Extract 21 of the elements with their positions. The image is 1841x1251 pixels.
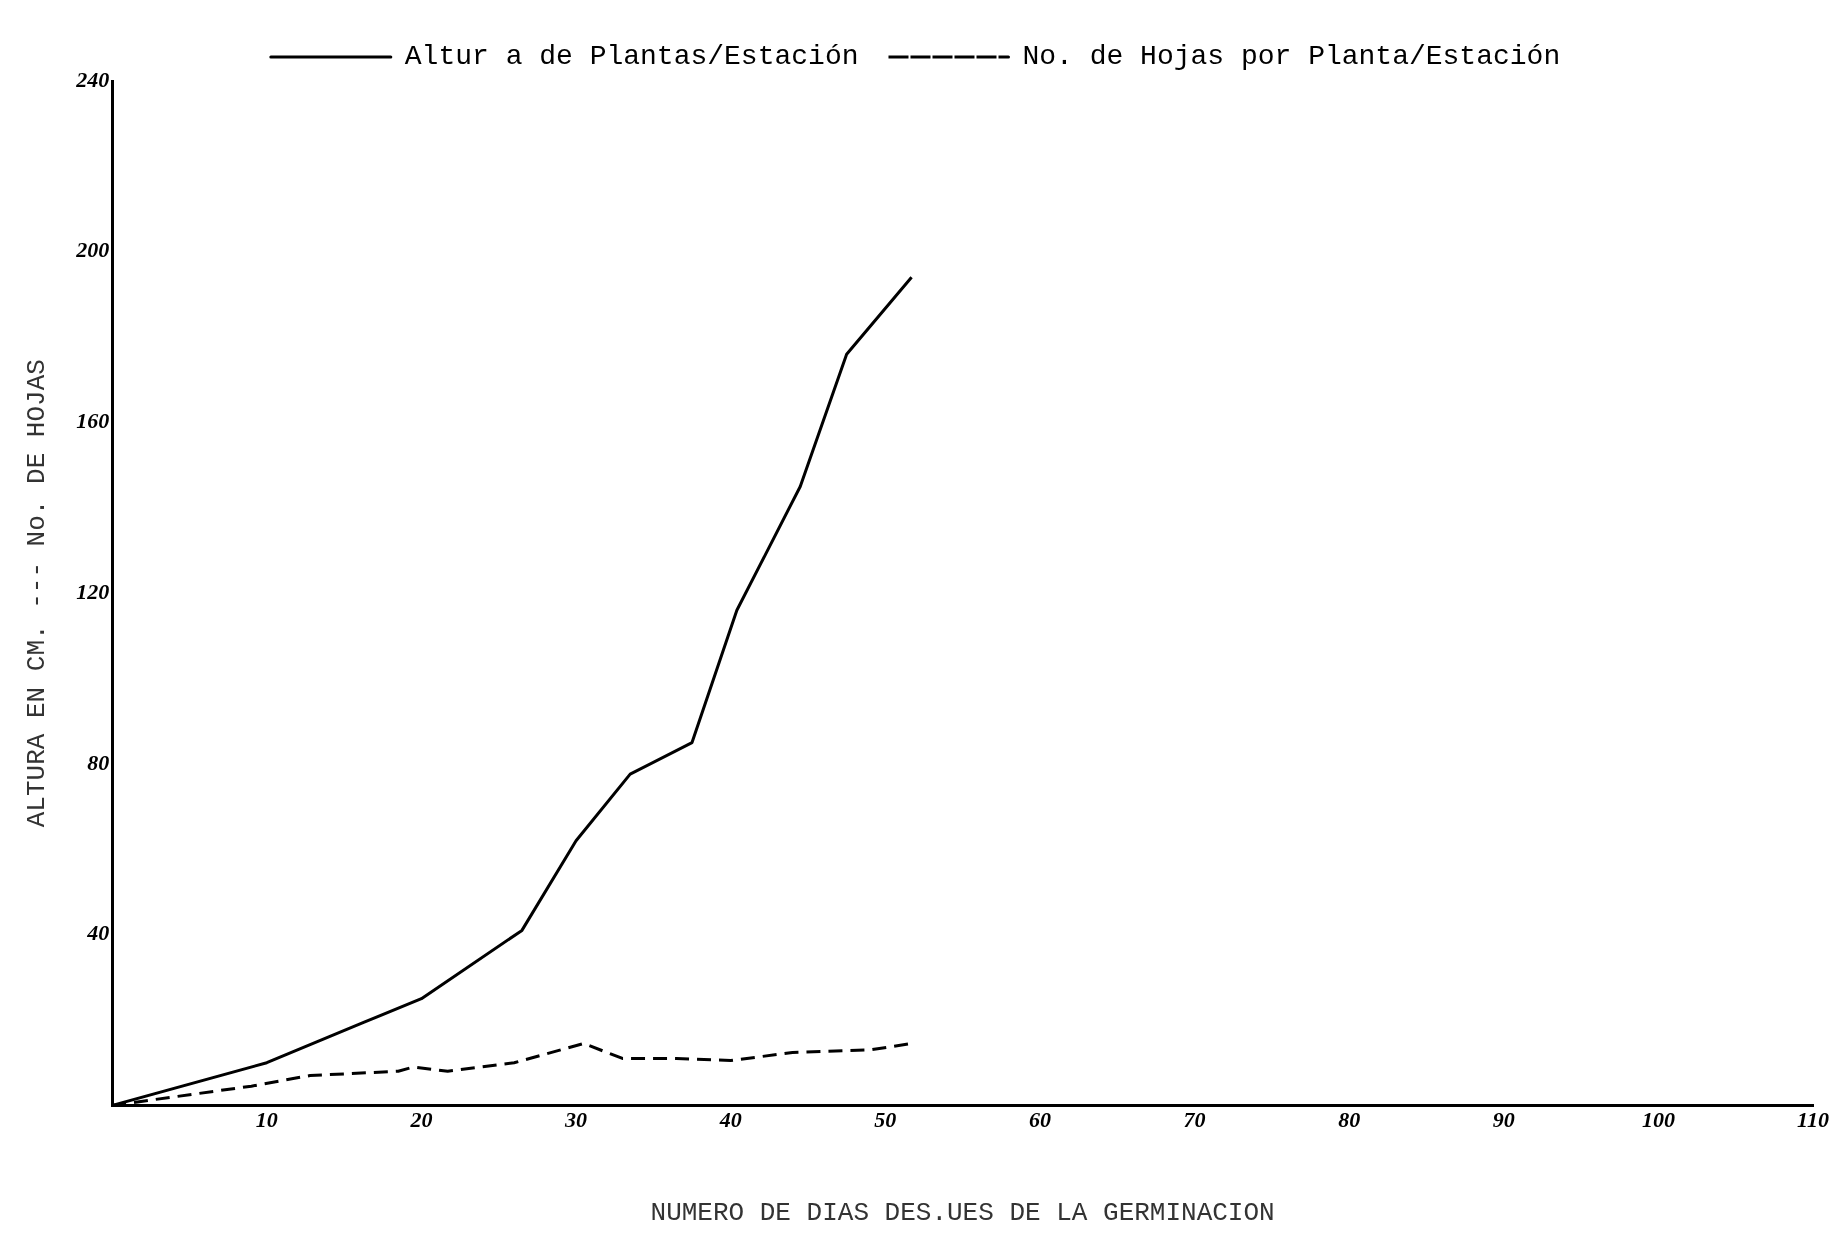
y-tick-label: 200 [75,237,110,263]
x-tick-label: 40 [718,1107,742,1133]
legend-label: No. de Hojas por Planta/Estación [1022,41,1561,73]
legend-label: Altur a de Plantas/Estación [404,41,859,73]
y-axis-title: ALTURA EN CM. --- No. DE HOJAS [22,359,53,828]
y-tick-label: 40 [86,920,110,946]
x-tick-label: 20 [409,1107,433,1133]
x-tick-label: 70 [1183,1107,1206,1133]
x-tick-label: 30 [564,1107,588,1133]
x-tick-label: 110 [1797,1107,1829,1133]
x-tick-label: 100 [1641,1107,1675,1133]
y-tick-label: 160 [76,408,110,434]
y-tick-label: 80 [87,749,110,775]
x-tick-label: 60 [1028,1107,1051,1133]
y-tick-label: 120 [76,578,110,604]
x-axis-title: NUMERO DE DIAS DES.UES DE LA GERMINACION [650,1198,1275,1229]
x-tick-label: 80 [1338,1107,1361,1133]
x-tick-label: 90 [1492,1107,1515,1133]
x-tick-label: 50 [874,1107,897,1133]
x-tick-label: 10 [255,1107,278,1133]
y-tick-label: 240 [75,66,110,92]
